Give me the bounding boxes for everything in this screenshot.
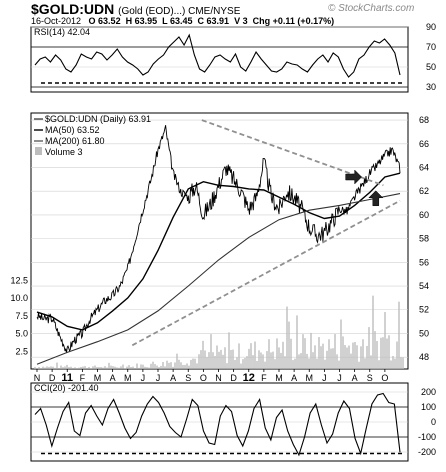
price-ytick-label: 62 xyxy=(419,186,429,196)
x-tick-label: 12 xyxy=(243,372,255,384)
x-tick-label: S xyxy=(185,373,191,383)
cci-ytick-label: 0 xyxy=(431,417,436,427)
quote-date: 16-Oct-2012 xyxy=(31,16,82,26)
rsi-panel-frame xyxy=(30,26,409,93)
rsi-ytick-label: 90 xyxy=(426,22,436,32)
price-ytick-label: 60 xyxy=(419,210,429,220)
quote-high: H 63.95 xyxy=(125,16,158,26)
rsi-ytick-label: 30 xyxy=(426,82,436,92)
symbol: $GOLD:UDN xyxy=(31,1,115,17)
quote-low: L 63.45 xyxy=(162,16,193,26)
rsi-legend-label: RSI(14) 42.04 xyxy=(34,27,90,37)
price-ytick-label: 64 xyxy=(419,163,429,173)
cci-series-line xyxy=(34,392,401,457)
ma50-legend-label: MA(50) 63.52 xyxy=(45,125,100,135)
price-ytick-label: 52 xyxy=(419,305,429,315)
rsi-ytick-label: 50 xyxy=(426,62,436,72)
x-tick-label: D xyxy=(230,373,237,383)
cci-ytick-label: -100 xyxy=(418,432,436,442)
price-ytick-label: 56 xyxy=(419,257,429,267)
x-tick-label: J xyxy=(322,373,327,383)
price-panel-frame xyxy=(30,112,409,370)
cci-ytick-label: 200 xyxy=(421,387,436,397)
price-ytick-label: 58 xyxy=(419,234,429,244)
x-tick-label: J xyxy=(141,373,146,383)
x-tick-label: D xyxy=(49,373,56,383)
volume-legend-swatch xyxy=(35,147,42,155)
x-tick-label: M xyxy=(306,373,314,383)
ma200-series-line xyxy=(36,193,401,365)
cci-ytick-label: -200 xyxy=(418,447,436,457)
x-tick-label: A xyxy=(170,373,176,383)
quote-line: 16-Oct-2012 O 63.52 H 63.95 L 63.45 C 63… xyxy=(31,16,334,26)
volume-legend-label: Volume 3 xyxy=(45,147,83,157)
price-ytick-label: 68 xyxy=(419,115,429,125)
x-tick-label: F xyxy=(261,373,267,383)
ma50-series-line xyxy=(36,172,401,331)
quote-change: Chg +0.11 (+0.17%) xyxy=(252,16,335,26)
x-tick-label: F xyxy=(80,373,86,383)
arrow-right-icon xyxy=(345,169,363,185)
price-ytick-label: 66 xyxy=(419,139,429,149)
arrow-up-icon xyxy=(368,190,384,207)
x-tick-label: A xyxy=(291,373,297,383)
x-tick-label: 11 xyxy=(61,372,73,384)
cci-ytick-label: 100 xyxy=(421,402,436,412)
volume-tick-label: 12.5 xyxy=(10,276,28,286)
x-tick-label: N xyxy=(34,373,41,383)
volume-tick-label: 2.5 xyxy=(15,346,28,356)
x-tick-label: M xyxy=(94,373,102,383)
x-tick-label: N xyxy=(215,373,222,383)
instrument-name: (Gold (EOD)...) CME/NYSE xyxy=(118,6,241,17)
quote-volume: V 3 xyxy=(234,16,248,26)
price-ytick-label: 48 xyxy=(419,352,429,362)
x-tick-label: M xyxy=(275,373,283,383)
trendline xyxy=(131,199,401,347)
quote-open: O 63.52 xyxy=(88,16,121,26)
price-series-line xyxy=(36,125,401,353)
volume-tick-label: 10.0 xyxy=(10,293,28,303)
x-tick-label: A xyxy=(110,373,116,383)
x-tick-label: A xyxy=(352,373,358,383)
rsi-series-line xyxy=(34,33,401,78)
rsi-ytick-label: 70 xyxy=(426,42,436,52)
x-tick-label: S xyxy=(367,373,373,383)
price-legend-label: $GOLD:UDN (Daily) 63.91 xyxy=(45,114,151,124)
price-ytick-label: 54 xyxy=(419,281,429,291)
chart-title: $GOLD:UDN (Gold (EOD)...) CME/NYSE xyxy=(31,1,240,17)
ma200-legend-label: MA(200) 61.80 xyxy=(45,136,105,146)
volume-tick-label: 5.0 xyxy=(15,329,28,339)
x-tick-label: J xyxy=(337,373,342,383)
cci-legend-label: CCI(20) -201.40 xyxy=(34,383,99,393)
x-tick-label: O xyxy=(381,373,388,383)
price-ytick-label: 50 xyxy=(419,328,429,338)
x-tick-label: O xyxy=(200,373,207,383)
watermark: © StockCharts.com xyxy=(328,3,415,14)
x-tick-label: M xyxy=(124,373,132,383)
volume-tick-label: 7.5 xyxy=(15,311,28,321)
quote-close: C 63.91 xyxy=(197,16,230,26)
x-tick-label: J xyxy=(156,373,161,383)
